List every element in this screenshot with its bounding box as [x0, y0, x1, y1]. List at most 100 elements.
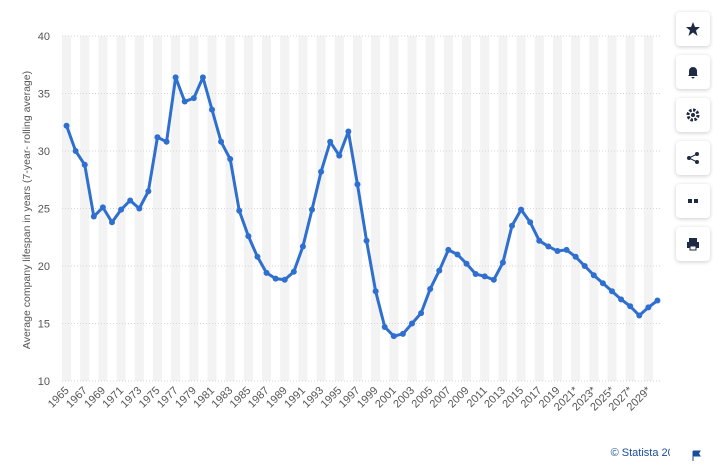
- point: [336, 152, 343, 159]
- point: [236, 207, 243, 214]
- point: [445, 246, 452, 253]
- point: [227, 156, 234, 163]
- flag-icon[interactable]: [692, 450, 702, 462]
- point: [118, 206, 125, 213]
- point: [272, 275, 279, 282]
- point: [599, 280, 606, 287]
- band: [189, 36, 199, 381]
- point: [218, 138, 225, 145]
- point: [245, 233, 252, 240]
- band: [316, 36, 326, 381]
- point: [354, 181, 361, 188]
- point: [436, 267, 443, 274]
- band: [425, 36, 435, 381]
- point: [254, 253, 261, 260]
- point: [109, 219, 115, 226]
- point: [645, 304, 652, 311]
- point: [81, 161, 88, 168]
- point: [72, 148, 79, 154]
- point: [399, 330, 406, 337]
- y-tick-label: 15: [38, 319, 50, 331]
- point: [299, 243, 306, 250]
- cite-button[interactable]: [676, 184, 710, 218]
- point: [172, 74, 179, 81]
- point: [536, 237, 543, 244]
- band: [443, 36, 453, 381]
- point: [636, 312, 643, 319]
- point: [199, 74, 206, 81]
- point: [654, 297, 661, 304]
- point: [581, 263, 588, 269]
- point: [418, 310, 425, 317]
- point: [209, 106, 215, 113]
- print-button[interactable]: [676, 227, 710, 261]
- point: [127, 197, 134, 204]
- band: [152, 36, 162, 381]
- settings-button[interactable]: [676, 98, 710, 132]
- band: [80, 36, 90, 381]
- point: [518, 206, 525, 213]
- point: [545, 243, 552, 250]
- point: [281, 276, 288, 283]
- point: [327, 138, 334, 145]
- band: [62, 36, 72, 381]
- band: [371, 36, 381, 381]
- point: [63, 122, 70, 129]
- share-button[interactable]: [676, 141, 710, 175]
- point: [527, 219, 534, 226]
- point: [554, 248, 561, 255]
- band: [389, 36, 399, 381]
- point: [427, 286, 434, 292]
- band: [352, 36, 362, 381]
- band: [462, 36, 472, 381]
- point: [627, 303, 634, 310]
- point: [409, 320, 415, 327]
- point: [163, 138, 170, 145]
- point: [345, 128, 352, 135]
- band: [171, 36, 181, 381]
- point: [381, 323, 388, 330]
- point: [499, 259, 506, 266]
- band: [625, 36, 635, 381]
- credit: © Statista 2023: [611, 447, 670, 459]
- y-tick-label: 30: [38, 146, 50, 158]
- point: [590, 272, 597, 279]
- band: [643, 36, 653, 381]
- point: [99, 204, 106, 211]
- point: [609, 288, 615, 295]
- band: [498, 36, 508, 381]
- point: [481, 273, 488, 280]
- chart: Average company lifespan in years (7-yea…: [21, 31, 686, 459]
- point: [363, 237, 370, 244]
- point: [372, 288, 379, 295]
- band: [480, 36, 490, 381]
- point: [490, 276, 497, 283]
- point: [390, 333, 397, 340]
- point: [181, 98, 188, 105]
- favorite-button[interactable]: [676, 12, 710, 46]
- point: [572, 253, 579, 260]
- point: [318, 168, 325, 175]
- point: [618, 296, 625, 303]
- point: [509, 222, 515, 229]
- alert-button[interactable]: [676, 55, 710, 89]
- point: [290, 268, 297, 275]
- point: [136, 205, 143, 212]
- point: [563, 246, 570, 253]
- point: [263, 269, 270, 276]
- y-tick-label: 10: [38, 376, 50, 388]
- point: [190, 95, 197, 102]
- point: [90, 213, 97, 220]
- point: [454, 251, 461, 258]
- point: [145, 188, 152, 195]
- y-tick-label: 20: [38, 261, 50, 273]
- y-tick-label: 35: [38, 89, 50, 101]
- point: [463, 260, 470, 267]
- y-tick-label: 40: [38, 31, 50, 43]
- band: [334, 36, 344, 381]
- y-tick-label: 25: [38, 204, 50, 216]
- point: [472, 271, 479, 278]
- point: [154, 134, 161, 141]
- y-axis-label: Average company lifespan in years (7-yea…: [21, 71, 33, 349]
